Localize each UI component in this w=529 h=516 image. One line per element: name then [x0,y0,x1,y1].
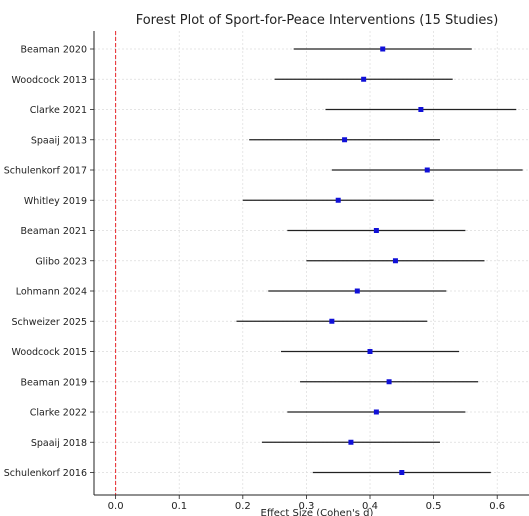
study-label: Lohmann 2024 [16,287,87,298]
study-label: Beaman 2019 [21,377,87,388]
effect-marker [354,288,360,294]
effect-marker [418,107,424,112]
chart-title: Forest Plot of Sport-for-Peace Intervent… [136,13,499,28]
x-tick-label: 0.1 [171,501,187,512]
effect-marker [399,470,405,475]
study-label: Spaaij 2018 [31,438,87,449]
study-label: Spaaij 2013 [31,135,87,146]
study-label: Beaman 2020 [21,45,87,56]
study-label: Whitley 2019 [24,196,87,207]
study-label: Glibo 2023 [35,256,87,267]
effect-marker [380,46,386,52]
study-label: Woodcock 2013 [12,75,87,86]
effect-marker [361,76,367,82]
study-label: Clarke 2021 [30,105,87,116]
study-label: Clarke 2022 [30,408,87,419]
x-tick-label: 0.5 [426,501,442,512]
effect-markers [329,46,430,475]
study-label: Woodcock 2015 [12,347,87,358]
effect-marker [386,379,392,385]
x-tick-label: 0.3 [298,501,314,512]
effect-marker [329,318,335,324]
effect-marker [348,439,354,445]
x-axis-label: Effect Size (Cohen's d) [261,508,374,516]
effect-marker [335,197,341,203]
effect-marker [373,228,379,233]
study-label: Schulenkorf 2016 [4,468,87,479]
study-label: Beaman 2021 [21,226,87,237]
x-tick-label: 0.6 [489,501,505,512]
x-tick-label: 0.0 [108,501,124,512]
effect-marker [342,137,348,143]
x-axis-ticks: 0.0 0.1 0.2 0.3 0.4 0.5 0.6 [108,495,505,512]
effect-marker [367,349,373,354]
effect-marker [424,167,430,173]
study-labels: Beaman 2020 Woodcock 2013 Clarke 2021 Spaai… [4,45,94,479]
x-tick-label: 0.4 [362,501,378,512]
effect-marker [392,258,398,264]
study-label: Schweizer 2025 [12,317,87,328]
effect-marker [373,409,379,415]
axes [93,31,529,496]
x-tick-label: 0.2 [235,501,251,512]
study-label: Schulenkorf 2017 [4,166,87,177]
